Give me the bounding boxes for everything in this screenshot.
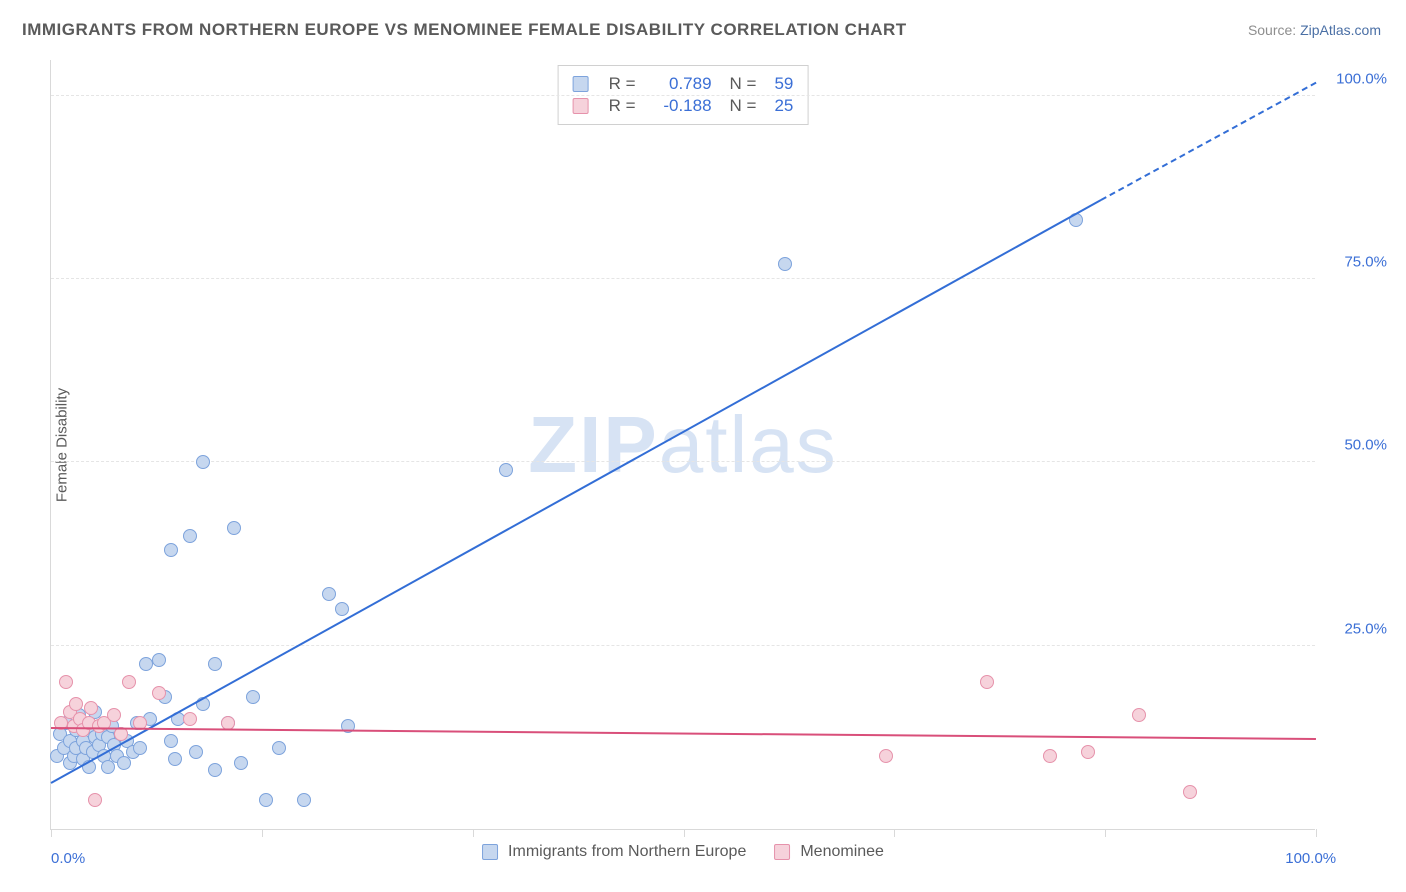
x-tick-marker [473, 829, 474, 837]
legend-item: Immigrants from Northern Europe [482, 843, 746, 861]
chart-title: IMMIGRANTS FROM NORTHERN EUROPE VS MENOM… [22, 20, 907, 40]
stat-r-label: R = [609, 74, 636, 94]
legend-swatch [573, 76, 589, 92]
scatter-point [152, 686, 166, 700]
scatter-point [322, 587, 336, 601]
scatter-point [122, 675, 136, 689]
stat-r-value: 0.789 [654, 74, 712, 94]
scatter-point [164, 543, 178, 557]
watermark-light: atlas [659, 400, 838, 489]
x-tick-marker [262, 829, 263, 837]
stat-r-value: -0.188 [654, 96, 712, 116]
y-tick-label: 100.0% [1322, 70, 1387, 87]
plot-area: ZIPatlas R =0.789N =59R =-0.188N =25 Imm… [50, 60, 1315, 830]
scatter-point [183, 529, 197, 543]
scatter-point [1132, 708, 1146, 722]
watermark: ZIPatlas [528, 399, 837, 491]
gridline-horizontal [51, 461, 1315, 462]
source-prefix: Source: [1248, 22, 1300, 38]
scatter-point [980, 675, 994, 689]
stat-r-label: R = [609, 96, 636, 116]
gridline-horizontal [51, 278, 1315, 279]
x-tick-marker [894, 829, 895, 837]
trend-line [51, 199, 1102, 784]
x-tick-label: 100.0% [1285, 850, 1336, 867]
watermark-bold: ZIP [528, 400, 658, 489]
x-tick-marker [1316, 829, 1317, 837]
chart-legend: Immigrants from Northern Europe Menominee [482, 843, 884, 861]
scatter-point [234, 756, 248, 770]
scatter-point [1183, 785, 1197, 799]
trend-line [1100, 82, 1316, 201]
scatter-point [208, 657, 222, 671]
stat-n-label: N = [730, 74, 757, 94]
legend-swatch [573, 98, 589, 114]
x-tick-marker [684, 829, 685, 837]
scatter-point [168, 752, 182, 766]
scatter-point [69, 697, 83, 711]
scatter-point [84, 701, 98, 715]
scatter-point [879, 749, 893, 763]
scatter-point [164, 734, 178, 748]
legend-label: Immigrants from Northern Europe [508, 843, 746, 861]
y-tick-label: 75.0% [1322, 254, 1387, 271]
chart-container: Female Disability ZIPatlas R =0.789N =59… [50, 60, 1390, 830]
stat-row: R = -0.188 N = 25 [573, 96, 794, 116]
scatter-point [107, 708, 121, 722]
scatter-point [196, 455, 210, 469]
stat-n-value: 25 [774, 96, 793, 116]
scatter-point [499, 463, 513, 477]
legend-swatch [482, 844, 498, 860]
scatter-point [246, 690, 260, 704]
source-attribution: Source: ZipAtlas.com [1248, 22, 1381, 38]
legend-label: Menominee [800, 843, 884, 861]
source-link[interactable]: ZipAtlas.com [1300, 22, 1381, 38]
scatter-point [189, 745, 203, 759]
y-tick-label: 25.0% [1322, 620, 1387, 637]
x-tick-marker [51, 829, 52, 837]
scatter-point [133, 741, 147, 755]
gridline-horizontal [51, 645, 1315, 646]
legend-item: Menominee [774, 843, 884, 861]
scatter-point [1081, 745, 1095, 759]
gridline-horizontal [51, 95, 1315, 96]
trend-line [51, 727, 1316, 740]
scatter-point [259, 793, 273, 807]
scatter-point [335, 602, 349, 616]
stat-row: R = 0.789 N = 59 [573, 74, 794, 94]
stat-n-value: 59 [774, 74, 793, 94]
stat-n-label: N = [730, 96, 757, 116]
scatter-point [297, 793, 311, 807]
scatter-point [59, 675, 73, 689]
scatter-point [272, 741, 286, 755]
legend-swatch [774, 844, 790, 860]
scatter-point [1043, 749, 1057, 763]
scatter-point [88, 793, 102, 807]
x-tick-label: 0.0% [51, 850, 85, 867]
y-tick-label: 50.0% [1322, 437, 1387, 454]
scatter-point [778, 257, 792, 271]
scatter-point [152, 653, 166, 667]
scatter-point [183, 712, 197, 726]
scatter-point [227, 521, 241, 535]
x-tick-marker [1105, 829, 1106, 837]
scatter-point [208, 763, 222, 777]
